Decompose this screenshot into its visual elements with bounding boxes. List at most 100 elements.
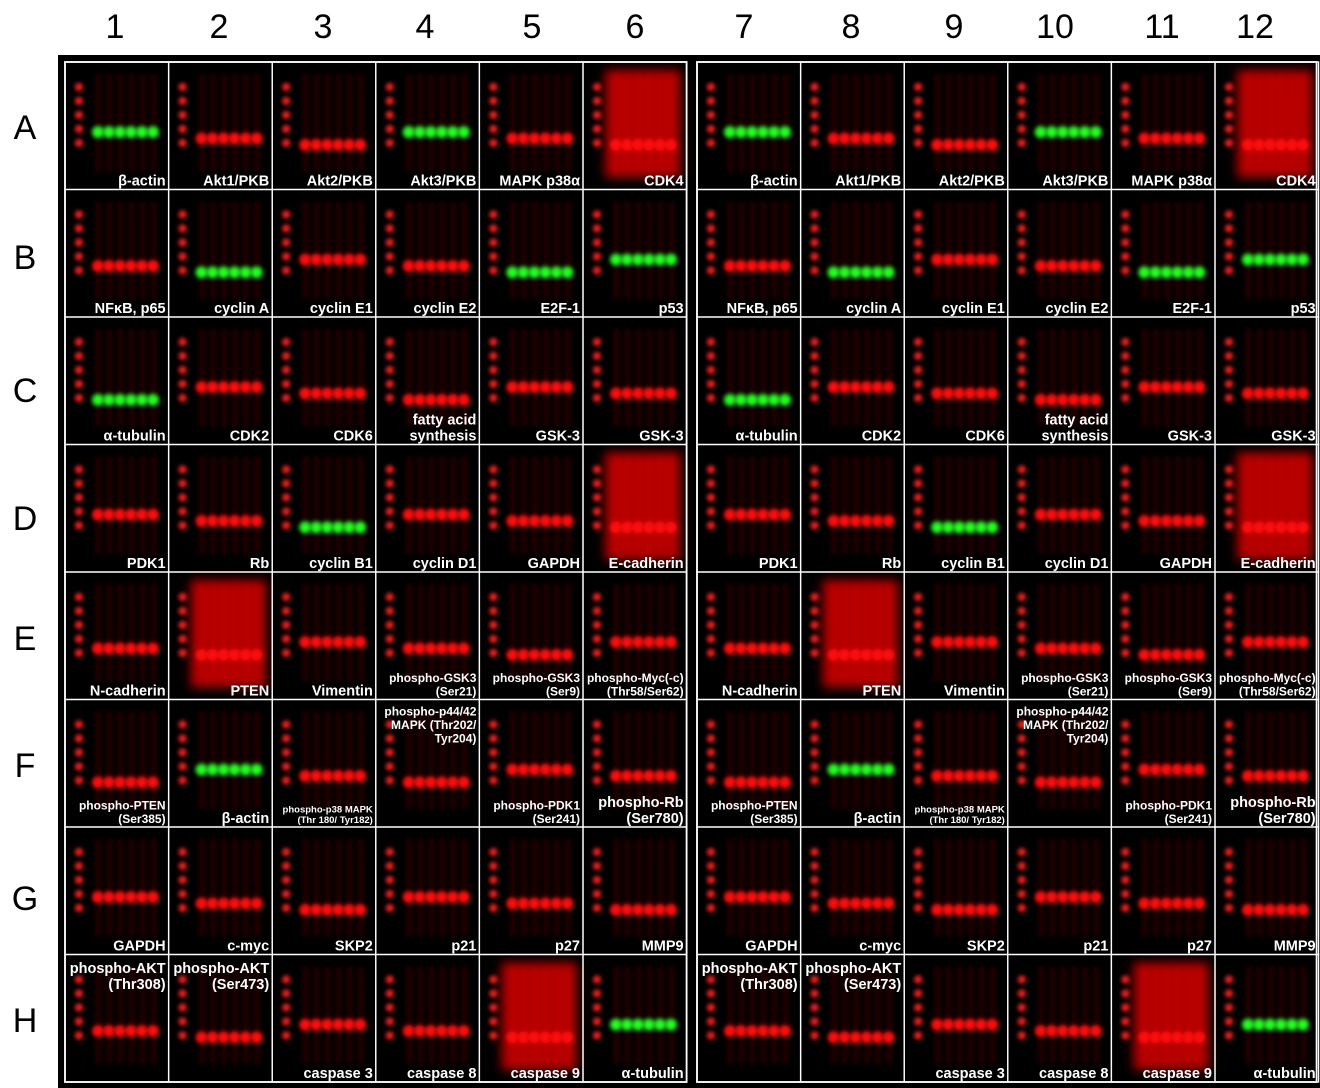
band xyxy=(1138,898,1150,910)
ladder-band xyxy=(593,394,601,402)
lane xyxy=(668,967,675,1065)
lane xyxy=(1071,202,1078,300)
band xyxy=(299,254,311,266)
blot-label: cyclin A xyxy=(214,301,270,317)
blot-label: Akt1/PKB xyxy=(835,174,901,190)
ladder-band xyxy=(707,97,715,105)
ladder-band xyxy=(282,380,290,388)
band xyxy=(299,521,311,533)
band xyxy=(147,394,159,406)
ladder-band xyxy=(1225,83,1233,91)
band xyxy=(861,381,873,393)
band xyxy=(883,381,895,393)
ladder-band xyxy=(1121,494,1129,502)
band xyxy=(136,643,148,655)
band xyxy=(1182,649,1194,661)
ladder-band xyxy=(1018,607,1026,615)
band xyxy=(403,643,415,655)
band xyxy=(1068,126,1080,138)
blot-label: (Ser473) xyxy=(844,977,901,993)
band xyxy=(1090,776,1102,788)
ladder-band xyxy=(1225,352,1233,360)
lane xyxy=(967,967,974,1065)
lane xyxy=(357,74,364,172)
column-number: 2 xyxy=(210,8,229,46)
lane xyxy=(199,74,206,172)
lane xyxy=(199,202,206,300)
band xyxy=(506,515,518,527)
lane xyxy=(967,74,974,172)
band xyxy=(986,770,998,782)
band xyxy=(883,649,895,661)
blot-label: cyclin D1 xyxy=(413,556,477,572)
ladder-band xyxy=(707,522,715,530)
lane xyxy=(1082,967,1089,1065)
lane xyxy=(1289,584,1296,682)
band xyxy=(103,394,115,406)
band xyxy=(92,509,104,521)
ladder-band xyxy=(386,1032,394,1040)
lane xyxy=(1267,584,1274,682)
band xyxy=(103,776,115,788)
band xyxy=(839,381,851,393)
band xyxy=(757,260,769,272)
band xyxy=(343,139,355,151)
ladder-band xyxy=(1225,763,1233,771)
band xyxy=(332,1019,344,1031)
lane xyxy=(346,457,353,555)
lane xyxy=(243,329,250,427)
lane xyxy=(1174,329,1181,427)
ladder-band xyxy=(282,394,290,402)
ladder-band xyxy=(386,97,394,105)
ladder-band xyxy=(914,721,922,729)
lane xyxy=(564,202,571,300)
lane xyxy=(738,457,745,555)
ladder-band xyxy=(707,508,715,516)
lane xyxy=(864,712,871,810)
ladder-band xyxy=(282,480,290,488)
band xyxy=(425,509,437,521)
ladder-band xyxy=(1018,111,1026,119)
band xyxy=(1286,388,1298,400)
blot-label: (Ser9) xyxy=(1178,685,1212,699)
band xyxy=(1090,1025,1102,1037)
band xyxy=(839,898,851,910)
blot-label: N-cadherin xyxy=(722,684,798,700)
lane xyxy=(1245,584,1252,682)
ladder-band xyxy=(179,253,187,261)
ladder-band xyxy=(179,522,187,530)
ladder-band xyxy=(914,890,922,898)
blot-label: GSK-3 xyxy=(536,429,580,445)
ladder-band xyxy=(914,904,922,912)
lane xyxy=(128,712,135,810)
band xyxy=(1138,266,1150,278)
ladder-band xyxy=(489,721,497,729)
lane xyxy=(1300,584,1307,682)
ladder-band xyxy=(489,1018,497,1026)
ladder-band xyxy=(811,522,819,530)
ladder-band xyxy=(386,876,394,884)
band xyxy=(436,260,448,272)
lane xyxy=(624,584,631,682)
band xyxy=(458,126,470,138)
ladder-band xyxy=(179,635,187,643)
ladder-band xyxy=(179,125,187,133)
blot-label: MAPK p38α xyxy=(499,174,580,190)
band xyxy=(114,394,126,406)
lane xyxy=(934,329,941,427)
ladder-band xyxy=(1225,848,1233,856)
band xyxy=(768,891,780,903)
lane xyxy=(428,74,435,172)
lane xyxy=(1267,967,1274,1065)
lane xyxy=(945,329,952,427)
blot-label: phospho-GSK3 xyxy=(1021,671,1109,685)
band xyxy=(1275,139,1287,151)
column-number: 10 xyxy=(1036,8,1074,46)
lane xyxy=(428,202,435,300)
ladder-band xyxy=(707,267,715,275)
band xyxy=(735,643,747,655)
band xyxy=(621,254,633,266)
ladder-band xyxy=(179,1018,187,1026)
lane xyxy=(749,712,756,810)
band xyxy=(114,509,126,521)
